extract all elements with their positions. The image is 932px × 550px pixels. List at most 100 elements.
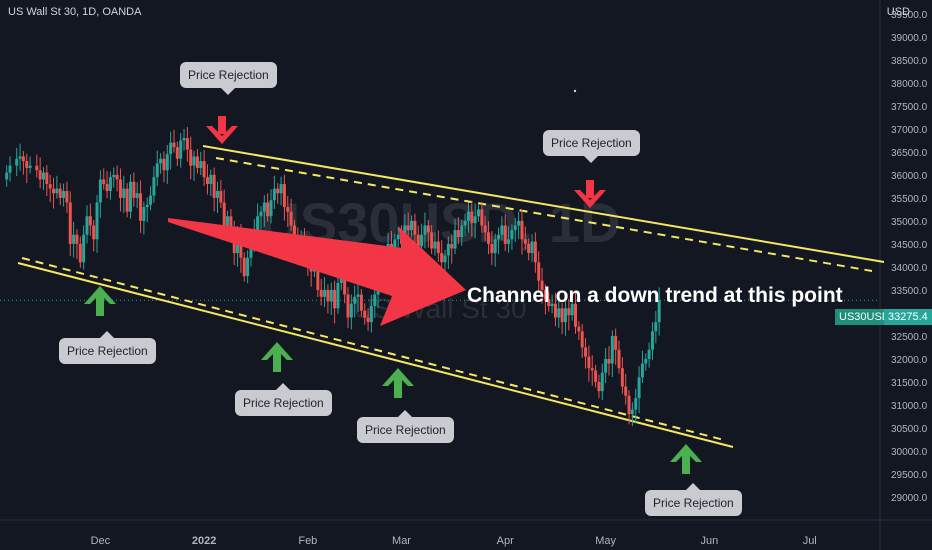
candle-body <box>52 188 56 194</box>
up-arrow-icon-stem <box>273 350 281 372</box>
candle-body <box>430 232 434 249</box>
candle-body <box>420 234 424 247</box>
candle-body <box>72 234 76 244</box>
candle-body <box>222 202 226 226</box>
callout-rejection-bottom-1: Price Rejection <box>59 331 156 364</box>
candle-body <box>594 370 598 382</box>
candle-body <box>580 331 584 348</box>
candle-body <box>353 296 357 304</box>
candle-body <box>520 220 524 240</box>
candle-body <box>510 230 514 240</box>
candle-body <box>326 289 330 302</box>
candle-body <box>527 243 531 254</box>
candle-body <box>550 303 554 307</box>
candle-body <box>584 347 588 357</box>
y-tick-label: 34500.0 <box>891 240 928 251</box>
candle-body <box>139 193 143 221</box>
y-tick-label: 29500.0 <box>891 470 928 481</box>
callout-rejection-bottom-4: Price Rejection <box>645 483 742 516</box>
candle-body <box>95 202 99 240</box>
candle-body <box>537 262 541 281</box>
candle-body <box>142 207 146 221</box>
x-tick-label: Dec <box>91 535 111 547</box>
candle-body <box>634 398 638 410</box>
candle-body <box>446 243 450 256</box>
candle-body <box>530 241 534 254</box>
candle-body <box>149 195 153 205</box>
candle-body <box>540 280 544 290</box>
candle-body <box>553 303 557 318</box>
candle-body <box>647 349 651 359</box>
y-tick-label: 31000.0 <box>891 401 928 412</box>
candle-body <box>393 239 397 249</box>
candle-body <box>128 181 132 212</box>
candle-body <box>329 289 333 302</box>
candle-body <box>189 149 193 166</box>
candle-body <box>443 255 447 263</box>
candle-body <box>343 271 347 295</box>
candle-body <box>15 158 19 166</box>
candle-body <box>470 211 474 224</box>
candle-body <box>175 147 179 159</box>
candle-body <box>433 241 437 249</box>
candle-body <box>577 326 581 332</box>
channel-lower-dashed <box>21 257 725 441</box>
candle-body <box>644 358 648 364</box>
candle-body <box>640 363 644 378</box>
candle-body <box>199 161 203 168</box>
candle-body <box>563 308 567 323</box>
candle-body <box>316 266 320 290</box>
candle-body <box>336 283 340 309</box>
currency-label: USD <box>886 6 910 18</box>
candle-body <box>587 356 591 369</box>
candle-body <box>62 190 66 198</box>
candle-body <box>440 253 444 263</box>
candle-body <box>366 317 370 323</box>
candle-body <box>610 335 614 364</box>
candle-body <box>192 156 196 166</box>
annotation-text: Channel on a down trend at this point <box>467 284 843 307</box>
candle-body <box>256 216 260 231</box>
stray-dot <box>573 89 577 93</box>
candle-body <box>483 225 487 233</box>
candle-body <box>480 209 484 226</box>
candle-body <box>637 377 641 399</box>
candle-body <box>38 170 42 180</box>
up-arrow-icon-stem <box>96 294 104 316</box>
candle-body <box>282 184 286 208</box>
down-arrow-icon-stem <box>586 180 594 198</box>
candle-body <box>567 308 571 316</box>
candle-body <box>416 234 420 247</box>
y-tick-label: 32000.0 <box>891 355 928 366</box>
y-tick-label: 38500.0 <box>891 56 928 67</box>
candle-body <box>497 234 501 240</box>
candle-body <box>262 202 266 212</box>
candle-body <box>517 220 521 226</box>
candle-body <box>272 188 276 201</box>
candle-body <box>460 225 464 237</box>
candle-body <box>21 156 25 162</box>
candle-body <box>466 211 470 221</box>
candle-body <box>369 306 373 323</box>
candle-body <box>490 243 494 254</box>
candle-body <box>8 165 12 173</box>
channel-lower-line <box>17 262 734 448</box>
candle-body <box>654 322 658 332</box>
candle-body <box>657 300 661 323</box>
candle-body <box>476 209 480 217</box>
candle-body <box>105 184 109 191</box>
candle-body <box>215 190 219 198</box>
y-tick-label: 36500.0 <box>891 148 928 159</box>
candle-body <box>246 257 250 277</box>
candle-body <box>450 243 454 249</box>
candle-body <box>389 243 393 249</box>
candle-body <box>5 172 9 180</box>
candle-body <box>145 204 149 208</box>
candle-body <box>373 294 377 307</box>
candle-body <box>620 368 624 387</box>
x-tick-label: Jun <box>700 535 718 547</box>
symbol-header: US Wall St 30, 1D, OANDA <box>8 6 142 18</box>
candle-body <box>319 289 323 297</box>
candle-body <box>426 225 430 233</box>
